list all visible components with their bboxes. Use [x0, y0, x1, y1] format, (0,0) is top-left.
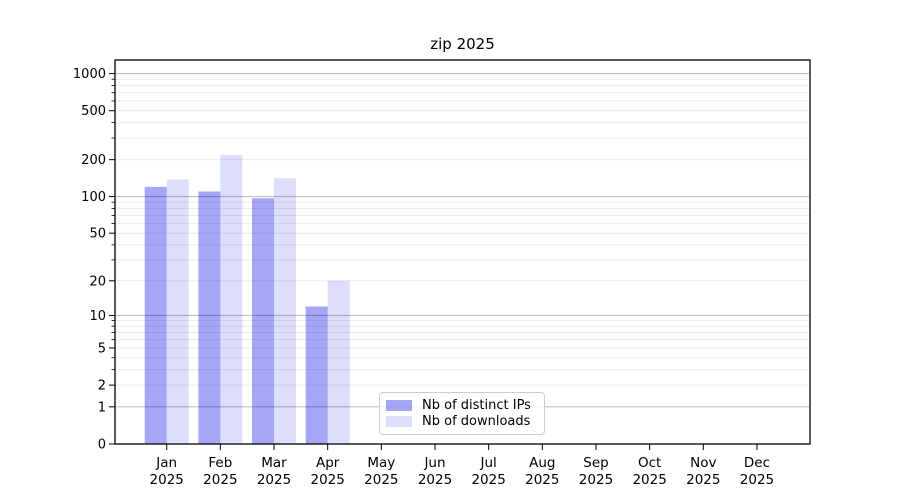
chart-title: zip 2025: [430, 35, 495, 53]
legend-swatch-downloads: [386, 416, 412, 428]
legend: Nb of distinct IPs Nb of downloads: [379, 392, 545, 435]
plot-border: [114, 59, 811, 445]
xtick-label-month-apr: Apr: [316, 455, 340, 471]
bar-downloads-jan: [166, 179, 189, 444]
xtick-label-month-sep: Sep: [583, 455, 608, 471]
xtick-label-month-nov: Nov: [690, 455, 716, 471]
xtick-label-month-jun: Jun: [423, 455, 445, 471]
xtick-label-year-jul: 2025: [471, 472, 505, 488]
ytick-label-50: 50: [89, 227, 106, 242]
xtick-label-year-may: 2025: [364, 472, 398, 488]
legend-label: Nb of distinct IPs: [422, 397, 531, 413]
legend-swatch-ips: [386, 399, 412, 411]
xtick-label-year-nov: 2025: [686, 472, 720, 488]
xtick-label-year-jun: 2025: [418, 472, 452, 488]
xtick-label-month-aug: Aug: [529, 455, 555, 471]
xtick-label-month-jul: Jul: [480, 455, 497, 471]
ytick-label-200: 200: [81, 153, 106, 168]
ytick-label-1: 1: [98, 400, 106, 415]
xtick-label-month-jan: Jan: [155, 455, 177, 471]
ytick-label-1000: 1000: [73, 67, 106, 82]
xtick-label-month-oct: Oct: [638, 455, 661, 471]
bar-downloads-apr: [327, 280, 350, 444]
xtick-label-month-mar: Mar: [261, 455, 287, 471]
xtick-label-year-mar: 2025: [257, 472, 291, 488]
ytick-label-10: 10: [89, 309, 106, 324]
ytick-label-20: 20: [89, 274, 106, 289]
xtick-label-year-sep: 2025: [579, 472, 613, 488]
xtick-label-year-jan: 2025: [150, 472, 184, 488]
bar-downloads-mar: [274, 178, 297, 444]
xtick-label-year-apr: 2025: [311, 472, 345, 488]
xtick-label-year-feb: 2025: [203, 472, 237, 488]
xtick-label-month-feb: Feb: [208, 455, 232, 471]
legend-item-downloads: Nb of downloads: [386, 414, 536, 429]
bar-ips-apr: [305, 306, 328, 444]
xtick-label-year-dec: 2025: [740, 472, 774, 488]
ytick-label-2: 2: [98, 379, 106, 394]
xtick-label-year-oct: 2025: [632, 472, 666, 488]
ytick-label-0: 0: [98, 438, 106, 453]
ytick-label-500: 500: [81, 104, 106, 119]
ytick-label-5: 5: [98, 341, 106, 356]
bar-ips-feb: [198, 191, 221, 444]
xtick-label-month-may: May: [367, 455, 395, 471]
xtick-label-month-dec: Dec: [744, 455, 770, 471]
bar-ips-jan: [144, 186, 167, 444]
legend-label: Nb of downloads: [422, 414, 531, 430]
legend-item-ips: Nb of distinct IPs: [386, 398, 536, 413]
bar-downloads-feb: [220, 155, 243, 444]
ytick-label-100: 100: [81, 190, 106, 205]
xtick-label-year-aug: 2025: [525, 472, 559, 488]
bar-ips-mar: [252, 198, 275, 444]
